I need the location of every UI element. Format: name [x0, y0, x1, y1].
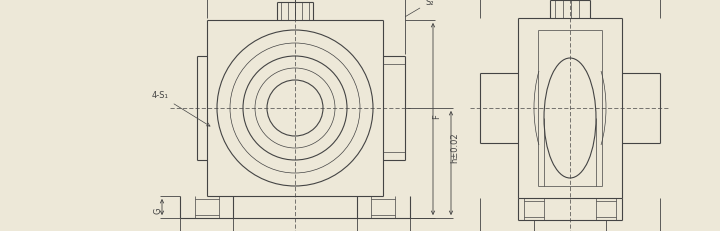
- Text: 4-S₁: 4-S₁: [152, 91, 210, 126]
- Text: G: G: [153, 207, 163, 213]
- Text: F: F: [433, 114, 441, 119]
- Text: S₂: S₂: [405, 0, 433, 17]
- Text: h±0.02: h±0.02: [451, 132, 459, 163]
